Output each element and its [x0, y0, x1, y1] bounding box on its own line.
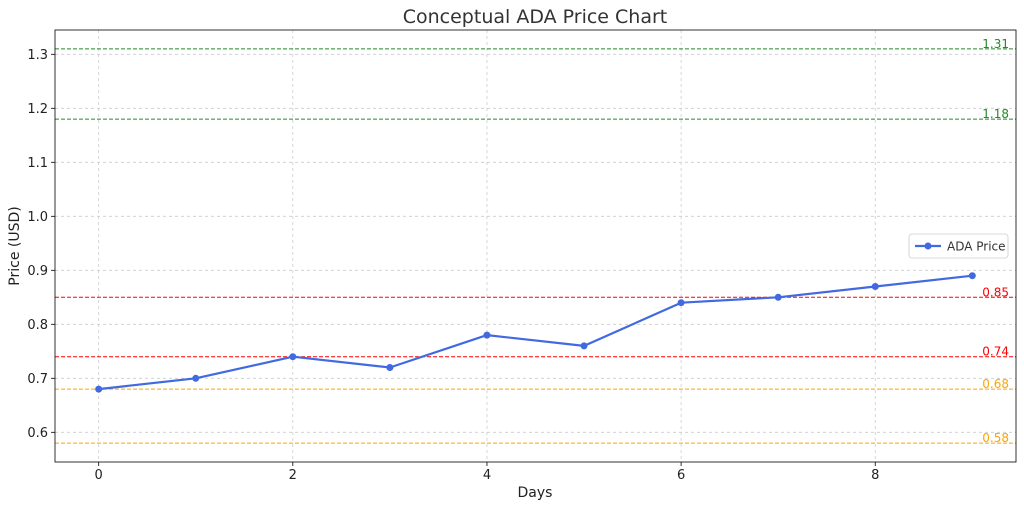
plot-frame: [54, 29, 1017, 463]
series: [95, 272, 976, 393]
data-point: [871, 283, 879, 290]
y-tick-label: 1.1: [27, 156, 48, 171]
y-tick-label: 1.0: [27, 210, 48, 225]
data-point: [386, 364, 394, 371]
data-point: [95, 385, 103, 393]
data-point: [192, 374, 200, 382]
x-tick-label: 6: [677, 468, 685, 483]
y-axis-title: Price (USD): [7, 206, 23, 285]
y-tick-label: 0.6: [27, 426, 48, 441]
y-tick-label: 0.7: [27, 372, 48, 387]
x-tick-label: 0: [95, 468, 103, 483]
reference-lines: 1.31 1.18 0.85 0.74 0.68 0.58: [55, 37, 1016, 445]
reference-line-label: 1.31: [982, 37, 1009, 51]
series-line: [98, 274, 973, 391]
reference-line-label: 1.18: [982, 107, 1009, 121]
chart-title: Conceptual ADA Price Chart: [403, 6, 668, 28]
data-point: [968, 272, 976, 280]
axis-ticks: 0 2 4 6 8 0.6 0.7 0.8 0.9 1.0 1.1 1.2 1.3: [27, 48, 879, 483]
reference-line-label: 0.68: [982, 377, 1009, 391]
legend-label: ADA Price: [947, 240, 1006, 254]
y-tick-label: 1.3: [27, 48, 48, 63]
data-point: [774, 293, 782, 301]
y-tick-label: 1.2: [27, 102, 48, 117]
data-point: [483, 331, 491, 339]
data-point: [289, 353, 297, 361]
grid: [55, 30, 1016, 462]
data-point: [580, 342, 588, 350]
data-point: [677, 299, 685, 307]
reference-line-label: 0.58: [982, 431, 1009, 445]
x-tick-label: 8: [871, 468, 879, 483]
y-tick-label: 0.9: [27, 264, 48, 279]
x-tick-label: 2: [289, 468, 297, 483]
x-tick-label: 4: [483, 468, 491, 483]
y-tick-label: 0.8: [27, 318, 48, 333]
x-axis-title: Days: [518, 485, 553, 501]
reference-line-label: 0.74: [982, 345, 1009, 359]
legend: ADA Price: [908, 233, 1009, 259]
legend-swatch-marker: [924, 242, 932, 250]
legend-box: [908, 233, 1009, 259]
reference-line-label: 0.85: [982, 285, 1009, 299]
